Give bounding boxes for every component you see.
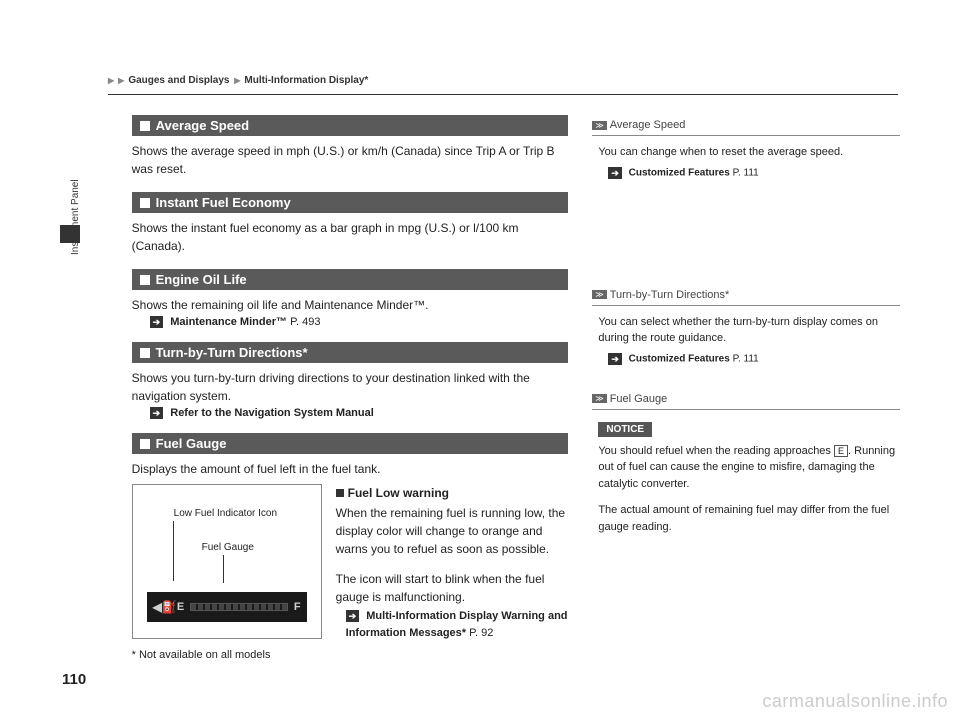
cross-reference: ➔ Customized Features P. 111 xyxy=(608,167,900,179)
side-rule xyxy=(592,135,900,136)
square-icon xyxy=(140,275,150,285)
cross-reference: ➔ Multi-Information Display Warning and … xyxy=(346,608,569,641)
fuel-pump-icon: ◀⛽ xyxy=(153,600,177,614)
section-title: Instant Fuel Economy xyxy=(156,195,291,210)
note-icon: ≫ xyxy=(592,121,606,130)
section-body: Shows the remaining oil life and Mainten… xyxy=(132,296,569,314)
content-columns: Instrument Panel Average Speed Shows the… xyxy=(60,115,900,661)
ref-icon: ➔ xyxy=(608,167,622,179)
triangle-icon: ▶ xyxy=(234,76,240,85)
notice-badge: NOTICE xyxy=(598,422,652,437)
side-title: ≫ Average Speed xyxy=(592,119,900,131)
ref-page: P. 92 xyxy=(469,627,493,639)
ref-icon: ➔ xyxy=(346,610,360,622)
manual-page: ▶ ▶ Gauges and Displays ▶ Multi-Information… xyxy=(60,75,900,661)
ref-icon: ➔ xyxy=(150,316,164,328)
ref-label: Multi-Information Display Warning and In… xyxy=(346,610,568,639)
section-title: Average Speed xyxy=(156,118,249,133)
sub-heading: Fuel Low warning xyxy=(336,484,569,502)
section-title: Engine Oil Life xyxy=(156,272,247,287)
ref-icon: ➔ xyxy=(608,353,622,365)
header-rule xyxy=(108,94,898,95)
fuel-gauge-row: Low Fuel Indicator Icon Fuel Gauge ◀⛽ E … xyxy=(132,484,569,641)
ref-page: P. 111 xyxy=(733,353,759,364)
chapter-label: Instrument Panel xyxy=(70,179,81,255)
fuel-warning-text: Fuel Low warning When the remaining fuel… xyxy=(336,484,569,641)
gauge-empty-label: E xyxy=(177,601,184,613)
main-column: Average Speed Shows the average speed in… xyxy=(132,115,569,661)
breadcrumb-part: Gauges and Displays xyxy=(128,75,229,86)
footnote: * Not available on all models xyxy=(132,649,569,661)
left-margin: Instrument Panel xyxy=(60,115,108,661)
side-note-fuel-gauge: ≫ Fuel Gauge NOTICE You should refuel whe… xyxy=(592,393,900,536)
section-title: Turn-by-Turn Directions* xyxy=(156,345,308,360)
side-title-text: Fuel Gauge xyxy=(610,393,667,405)
side-title: ≫ Turn-by-Turn Directions* xyxy=(592,289,900,301)
gauge-graphic: ◀⛽ E F xyxy=(147,592,307,622)
side-rule xyxy=(592,305,900,306)
section-body: Shows the instant fuel economy as a bar … xyxy=(132,219,569,255)
side-rule xyxy=(592,409,900,410)
callout-low-fuel-icon: Low Fuel Indicator Icon xyxy=(171,507,280,520)
section-title: Fuel Gauge xyxy=(156,436,227,451)
section-heading-oil-life: Engine Oil Life xyxy=(132,269,569,290)
text-part: You should refuel when the reading appro… xyxy=(598,445,834,457)
side-body: The actual amount of remaining fuel may … xyxy=(592,502,900,535)
ref-label: Refer to the Navigation System Manual xyxy=(170,407,374,419)
sub-body: The icon will start to blink when the fu… xyxy=(336,570,569,606)
triangle-icon: ▶ xyxy=(118,76,124,85)
side-note-turn-by-turn: ≫ Turn-by-Turn Directions* You can select… xyxy=(592,289,900,365)
side-title-text: Average Speed xyxy=(610,119,686,131)
side-body: You can change when to reset the average… xyxy=(592,144,900,161)
side-note-average-speed: ≫ Average Speed You can change when to re… xyxy=(592,119,900,179)
ref-page: P. 493 xyxy=(290,316,320,328)
page-number: 110 xyxy=(62,671,86,688)
side-body: You should refuel when the reading appro… xyxy=(592,443,900,493)
square-icon xyxy=(140,348,150,358)
note-icon: ≫ xyxy=(592,394,606,403)
section-heading-instant-fuel: Instant Fuel Economy xyxy=(132,192,569,213)
side-title-text: Turn-by-Turn Directions* xyxy=(610,289,730,301)
ref-label: Customized Features xyxy=(629,353,730,364)
ref-icon: ➔ xyxy=(150,407,164,419)
sub-title: Fuel Low warning xyxy=(348,486,449,500)
breadcrumb-part: Multi-Information Display* xyxy=(244,75,368,86)
section-heading-average-speed: Average Speed xyxy=(132,115,569,136)
square-icon xyxy=(140,198,150,208)
ref-page: P. 111 xyxy=(733,167,759,178)
cross-reference: ➔ Customized Features P. 111 xyxy=(608,353,900,365)
breadcrumb: ▶ ▶ Gauges and Displays ▶ Multi-Information… xyxy=(60,75,900,86)
square-icon xyxy=(140,439,150,449)
section-body: Shows the average speed in mph (U.S.) or… xyxy=(132,142,569,178)
cross-reference: ➔ Refer to the Navigation System Manual xyxy=(150,407,569,419)
section-heading-turn-by-turn: Turn-by-Turn Directions* xyxy=(132,342,569,363)
square-icon xyxy=(336,489,344,497)
gauge-full-label: F xyxy=(294,601,301,613)
gauge-bar xyxy=(190,603,288,611)
callout-line xyxy=(223,555,224,583)
callout-line xyxy=(173,521,174,581)
ref-label: Maintenance Minder™ xyxy=(170,316,287,328)
square-icon xyxy=(140,121,150,131)
sub-body: When the remaining fuel is running low, … xyxy=(336,504,569,558)
watermark: carmanualsonline.info xyxy=(762,691,948,712)
callout-fuel-gauge: Fuel Gauge xyxy=(199,541,257,554)
side-title: ≫ Fuel Gauge xyxy=(592,393,900,405)
ref-label: Customized Features xyxy=(629,167,730,178)
fuel-gauge-diagram: Low Fuel Indicator Icon Fuel Gauge ◀⛽ E … xyxy=(132,484,322,639)
section-body: Shows you turn-by-turn driving direction… xyxy=(132,369,569,405)
section-body: Displays the amount of fuel left in the … xyxy=(132,460,569,478)
boxed-e: E xyxy=(834,445,848,457)
section-heading-fuel-gauge: Fuel Gauge xyxy=(132,433,569,454)
cross-reference: ➔ Maintenance Minder™ P. 493 xyxy=(150,316,569,328)
side-body: You can select whether the turn-by-turn … xyxy=(592,314,900,347)
triangle-icon: ▶ xyxy=(108,76,114,85)
side-column: ≫ Average Speed You can change when to re… xyxy=(592,115,900,661)
note-icon: ≫ xyxy=(592,290,606,299)
